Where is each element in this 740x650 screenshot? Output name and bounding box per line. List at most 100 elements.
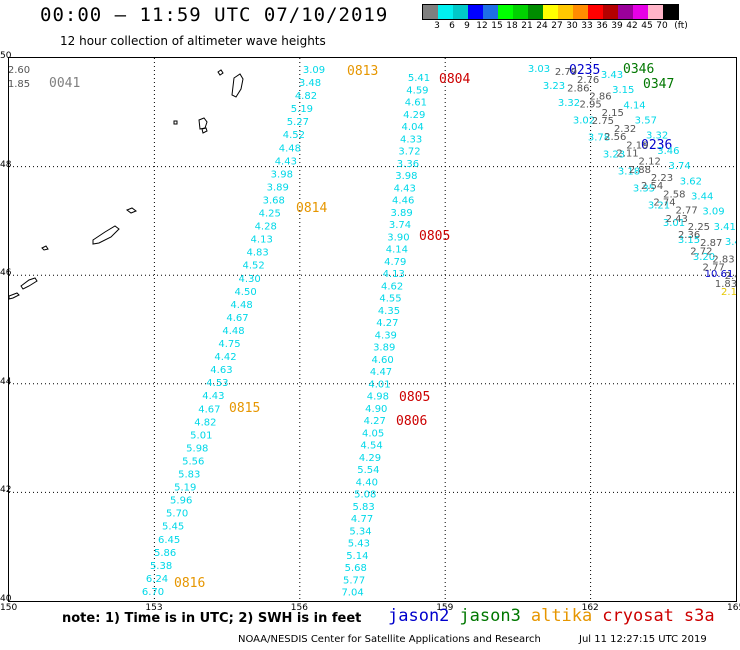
- swh-value-label: 1.85: [9, 79, 30, 90]
- colorbar-tick-label: 15: [491, 21, 503, 31]
- swh-value-label: 4.82: [295, 91, 317, 102]
- colorbar-tick-label: 3: [434, 21, 440, 31]
- colorbar-swatch: [483, 5, 498, 19]
- latitude-label: 44: [0, 376, 12, 387]
- colorbar-swatch: [603, 5, 618, 19]
- swh-value-label: 4.13: [383, 269, 405, 280]
- swh-value-label: 4.13: [251, 235, 273, 246]
- swh-value-label: 10.61: [705, 269, 734, 280]
- colorbar-tick-label: 6: [449, 21, 455, 31]
- swh-value-label: 4.54: [360, 441, 382, 452]
- swh-value-label: 4.27: [376, 318, 398, 329]
- swh-value-label: 5.19: [174, 483, 196, 494]
- pass-time-label: 0814: [296, 201, 327, 216]
- swh-value-label: 2.25: [688, 222, 710, 233]
- map-subtitle: 12 hour collection of altimeter wave hei…: [60, 34, 326, 48]
- swh-value-label: 6.74: [340, 600, 362, 601]
- colorbar-swatch: [423, 5, 438, 19]
- swh-value-label: 4.33: [400, 134, 422, 145]
- colorbar-tick-label: 42: [626, 21, 638, 31]
- swh-value-label: 5.14: [346, 551, 368, 562]
- swh-value-label: 5.54: [357, 465, 379, 476]
- swh-value-label: 4.82: [194, 417, 216, 428]
- legend-entry-jason3: jason3: [459, 606, 521, 626]
- swh-value-label: 4.55: [379, 294, 401, 305]
- swh-value-label: 4.35: [378, 306, 400, 317]
- swh-value-label: 7.04: [341, 588, 363, 599]
- swh-value-label: 5.96: [170, 496, 192, 507]
- swh-value-label: 4.62: [381, 281, 403, 292]
- swh-value-label: 4.29: [403, 110, 425, 121]
- swh-value-label: 4.29: [359, 453, 381, 464]
- colorbar-tick-label: 36: [596, 21, 608, 31]
- colorbar-swatch: [513, 5, 528, 19]
- swh-value-label: 5.45: [162, 522, 184, 533]
- swh-value-label: 2.23: [651, 173, 673, 184]
- swh-value-label: 2.87: [700, 238, 722, 249]
- island-coastline: [125, 207, 138, 214]
- latitude-label: 40: [0, 594, 12, 604]
- swh-value-label: 3.09: [303, 65, 325, 76]
- swh-value-label: 3.03: [528, 64, 550, 75]
- swh-value-label: 2.54: [641, 181, 663, 192]
- wave-height-map: 3.09 3.48 4.82 5.19 5.27 4.52 4.48 4.43 3.98 3.89…: [8, 57, 737, 602]
- island-coastline: [217, 69, 224, 76]
- satellite-legend: jason2 jason3 altika cryosat s3a: [388, 606, 725, 626]
- swh-value-label: 5.01: [190, 430, 212, 441]
- swh-value-label: 2.56: [604, 132, 626, 143]
- swh-value-label: 4.59: [406, 85, 428, 96]
- swh-value-label: 5.83: [353, 502, 375, 513]
- swh-value-label: 2.32: [614, 124, 636, 135]
- swh-value-label: 3.42: [725, 237, 736, 248]
- swh-value-label: 3.23: [603, 149, 625, 160]
- swh-value-label: 5.08: [354, 490, 376, 501]
- swh-value-label: 4.43: [202, 391, 224, 402]
- swh-value-label: 4.52: [243, 261, 265, 272]
- legend-entry-cryosat: cryosat: [602, 606, 674, 626]
- swh-value-label: 2.11: [616, 149, 638, 160]
- swh-value-label: 3.23: [543, 81, 565, 92]
- pass-time-label: 0815: [229, 401, 260, 416]
- swh-value-label: 4.43: [394, 183, 416, 194]
- colorbar-tick-label: 70: [656, 21, 668, 31]
- swh-value-label: 4.53: [206, 378, 228, 389]
- swh-value-label: 4.83: [247, 248, 269, 259]
- swh-value-label: 5.68: [345, 563, 367, 574]
- swh-value-label: 3.43: [601, 70, 623, 81]
- swh-value-label: 4.79: [384, 257, 406, 268]
- swh-value-label: 5.98: [186, 443, 208, 454]
- swh-value-label: 4.27: [364, 416, 386, 427]
- swh-value-label: 2.36: [678, 230, 700, 241]
- colorbar-swatch: [588, 5, 603, 19]
- swh-value-label: 2.79: [555, 67, 577, 78]
- swh-value-label: 2.60: [9, 65, 30, 76]
- swh-value-label: 2.58: [663, 189, 685, 200]
- swh-value-label: 5.77: [343, 575, 365, 586]
- swh-value-label: 3.89: [373, 343, 395, 354]
- swh-value-label: 3.21: [648, 201, 670, 212]
- swh-value-label: 4.30: [238, 274, 260, 285]
- pass-time-label: 0236: [641, 138, 672, 153]
- swh-value-label: 3.32: [558, 98, 580, 109]
- pass-time-label: 0347: [643, 77, 674, 92]
- colorbar-tick-label: 12: [476, 21, 488, 31]
- pass-time-label: 0806: [396, 414, 427, 429]
- swh-value-label: 3.15: [678, 235, 700, 246]
- swh-value-label: 2.74: [653, 197, 675, 208]
- swh-value-label: 4.47: [370, 367, 392, 378]
- island-coastline: [198, 117, 208, 130]
- colorbar-tick-label: 45: [641, 21, 653, 31]
- pass-time-label: 0813: [347, 64, 378, 79]
- swh-value-label: 2.1: [721, 287, 736, 298]
- swh-value-label: 2.75: [592, 116, 614, 127]
- swh-value-label: 2.88: [629, 165, 651, 176]
- colorbar-swatch: [648, 5, 663, 19]
- swh-value-label: 2.95: [579, 100, 601, 111]
- island-coastline: [201, 127, 208, 134]
- longitude-label: 150: [0, 603, 18, 613]
- colorbar-tick-label: 39: [611, 21, 623, 31]
- pass-time-label: 0816: [174, 576, 205, 591]
- swh-value-label: 4.46: [392, 196, 414, 207]
- swh-value-label: 2.77: [675, 206, 697, 217]
- colorbar-tick-label: 21: [521, 21, 533, 31]
